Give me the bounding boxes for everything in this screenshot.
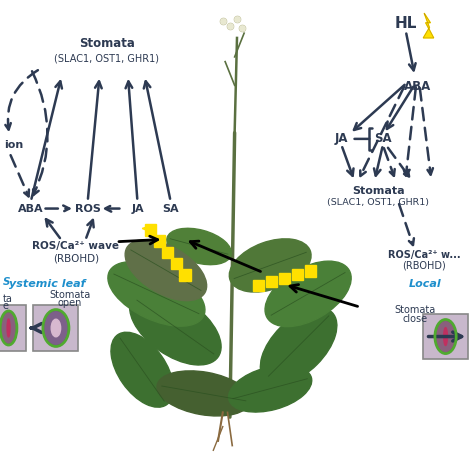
- FancyBboxPatch shape: [154, 236, 165, 247]
- FancyBboxPatch shape: [253, 280, 264, 291]
- FancyBboxPatch shape: [33, 306, 78, 351]
- Text: ion: ion: [4, 139, 23, 150]
- Text: Stomata: Stomata: [79, 37, 135, 50]
- FancyBboxPatch shape: [0, 306, 27, 351]
- Text: Stomata: Stomata: [49, 290, 91, 300]
- Ellipse shape: [51, 319, 61, 337]
- Text: S: S: [2, 277, 10, 287]
- FancyBboxPatch shape: [265, 276, 277, 287]
- Polygon shape: [423, 13, 434, 38]
- Text: (RBOHD): (RBOHD): [53, 253, 99, 264]
- Text: ABA: ABA: [403, 80, 431, 92]
- Ellipse shape: [7, 319, 10, 337]
- Text: Stomata: Stomata: [352, 186, 405, 196]
- Ellipse shape: [111, 332, 173, 407]
- Text: SA: SA: [374, 132, 392, 146]
- FancyBboxPatch shape: [171, 258, 182, 269]
- Ellipse shape: [260, 308, 337, 384]
- Text: ROS/Ca²⁺ w...: ROS/Ca²⁺ w...: [388, 250, 461, 260]
- Ellipse shape: [125, 240, 207, 301]
- Text: (SLAC1, OST1, GHR1): (SLAC1, OST1, GHR1): [327, 198, 429, 207]
- Ellipse shape: [130, 289, 221, 365]
- FancyBboxPatch shape: [162, 246, 173, 258]
- Ellipse shape: [444, 328, 447, 346]
- FancyBboxPatch shape: [279, 273, 290, 284]
- Text: ystemic leaf: ystemic leaf: [9, 279, 85, 290]
- Text: e: e: [2, 301, 9, 311]
- Ellipse shape: [228, 365, 312, 412]
- Text: ta: ta: [2, 293, 12, 304]
- Text: open: open: [58, 298, 82, 309]
- Ellipse shape: [167, 228, 231, 264]
- FancyBboxPatch shape: [305, 265, 316, 277]
- Text: (SLAC1, OST1, GHR1): (SLAC1, OST1, GHR1): [54, 54, 159, 64]
- Text: ROS: ROS: [75, 203, 100, 214]
- Text: ROS/Ca²⁺ wave: ROS/Ca²⁺ wave: [32, 241, 119, 252]
- Text: JA: JA: [131, 203, 144, 214]
- Text: JA: JA: [335, 132, 348, 146]
- Text: ABA: ABA: [18, 203, 44, 214]
- Polygon shape: [142, 226, 154, 233]
- Ellipse shape: [229, 239, 311, 292]
- Text: Local: Local: [409, 279, 441, 290]
- Ellipse shape: [0, 312, 17, 344]
- Ellipse shape: [108, 262, 205, 326]
- FancyBboxPatch shape: [145, 224, 156, 236]
- Text: HL: HL: [394, 16, 417, 31]
- Text: close: close: [402, 313, 428, 324]
- FancyBboxPatch shape: [179, 269, 191, 281]
- Ellipse shape: [436, 320, 456, 353]
- FancyBboxPatch shape: [423, 314, 468, 359]
- Text: Stomata: Stomata: [394, 305, 436, 316]
- Ellipse shape: [157, 371, 251, 416]
- Ellipse shape: [265, 261, 351, 327]
- FancyBboxPatch shape: [292, 269, 303, 280]
- Ellipse shape: [44, 310, 68, 346]
- Text: SA: SA: [162, 203, 179, 214]
- Text: (RBOHD): (RBOHD): [402, 260, 446, 271]
